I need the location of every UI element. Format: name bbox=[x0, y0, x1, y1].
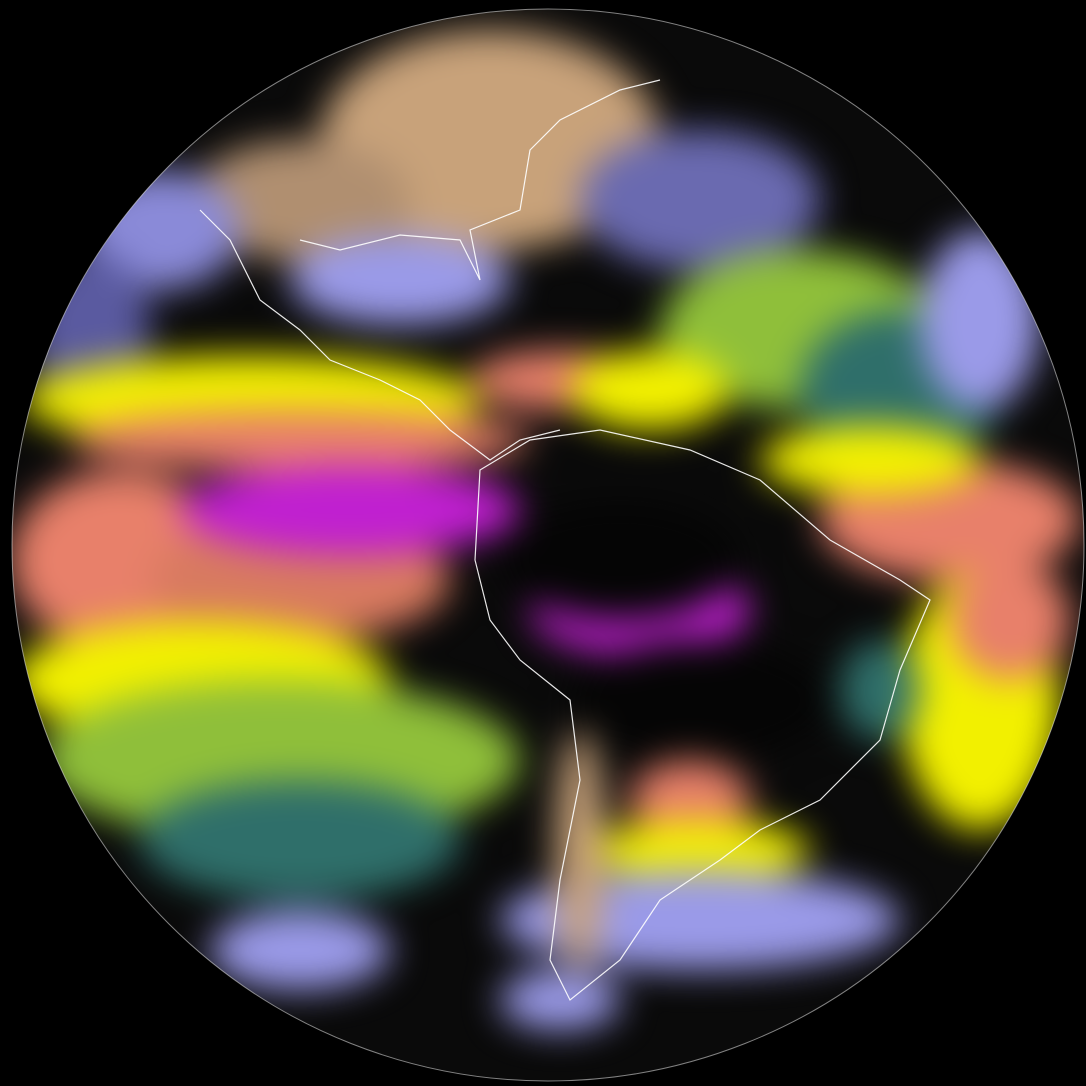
coastlines bbox=[199, 79, 931, 1001]
moisture-field bbox=[12, 30, 1080, 1030]
limb-outline bbox=[11, 8, 1085, 1082]
earth-disk bbox=[12, 9, 1084, 1081]
